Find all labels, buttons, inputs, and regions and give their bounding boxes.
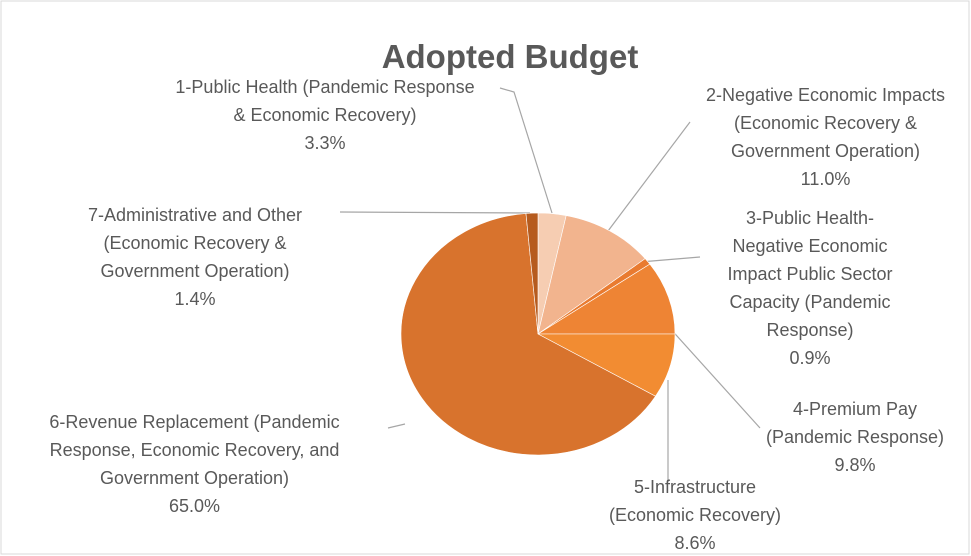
category-label: 5-Infrastructure (Economic Recovery) [608, 477, 782, 525]
value-label: 8.6% [674, 533, 716, 553]
category-label: 7-Administrative and Other (Economic Rec… [87, 205, 303, 281]
data-label: 5-Infrastructure (Economic Recovery) 8.6% [600, 473, 790, 556]
category-label: 1-Public Health (Pandemic Response & Eco… [175, 77, 475, 125]
category-label: 2-Negative Economic Impacts (Economic Re… [705, 85, 946, 161]
value-label: 3.3% [304, 133, 346, 153]
leader-lines [339, 87, 761, 482]
category-label: 4-Premium Pay (Pandemic Response) [765, 399, 945, 447]
pie-slice [400, 213, 656, 456]
pie-slice [525, 212, 539, 335]
category-label: 6-Revenue Replacement (Pandemic Response… [49, 412, 340, 488]
leader-line [604, 121, 691, 236]
leader-line [499, 87, 553, 214]
data-label: 4-Premium Pay (Pandemic Response) 9.8% [760, 395, 950, 479]
value-label: 65.0% [168, 496, 221, 516]
leader-line [639, 256, 701, 263]
chart-title: Adopted Budget [381, 38, 639, 75]
pie-slice [537, 215, 646, 335]
data-label: 3-Public Health-Negative Economic Impact… [715, 204, 905, 372]
data-label: 6-Revenue Replacement (Pandemic Response… [42, 408, 347, 520]
pie-slice [536, 263, 676, 335]
value-label: 9.8% [834, 455, 876, 475]
leader-line [339, 211, 531, 214]
value-label: 0.9% [789, 348, 831, 368]
data-label: 7-Administrative and Other (Economic Rec… [70, 201, 320, 313]
value-label: 11.0% [800, 169, 851, 189]
leader-line [387, 423, 406, 429]
category-label: 3-Public Health-Negative Economic Impact… [727, 208, 893, 340]
data-label: 1-Public Health (Pandemic Response & Eco… [170, 73, 480, 157]
value-label: 1.4% [174, 289, 216, 309]
data-label: 2-Negative Economic Impacts (Economic Re… [703, 81, 948, 193]
